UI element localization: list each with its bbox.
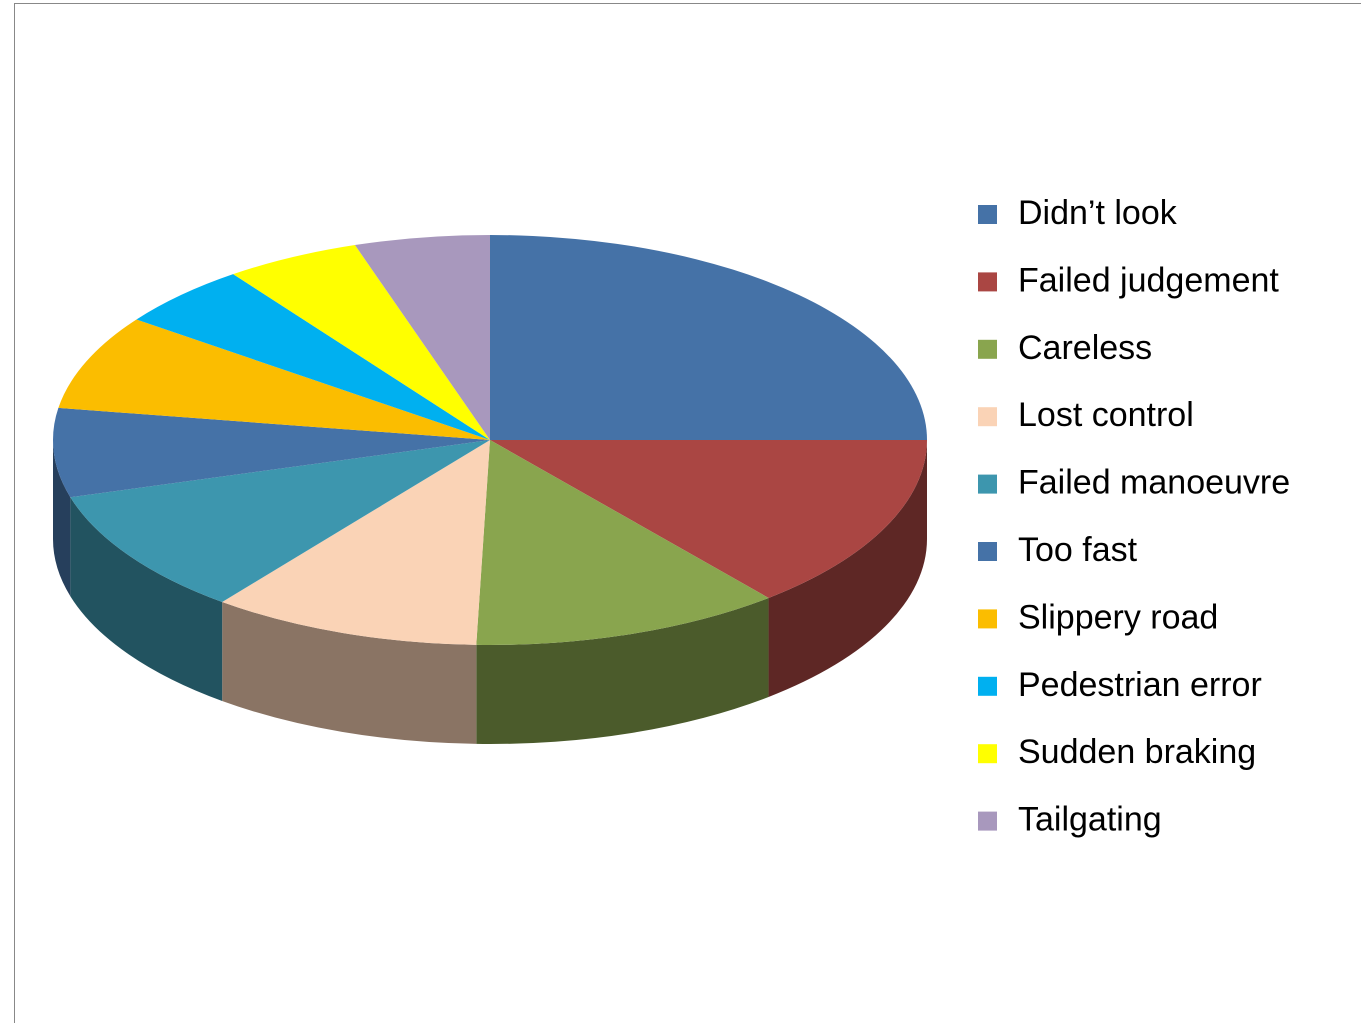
slice bbox=[354, 235, 490, 440]
slice bbox=[58, 319, 491, 440]
slice bbox=[233, 245, 490, 440]
slice-side bbox=[222, 601, 477, 744]
legend-swatch bbox=[978, 339, 997, 359]
legend-swatch bbox=[978, 474, 997, 494]
slice bbox=[53, 407, 490, 498]
legend-label: Pedestrian error bbox=[1018, 666, 1262, 704]
legend-swatch bbox=[978, 609, 997, 629]
legend-swatch bbox=[978, 407, 997, 427]
slice bbox=[490, 440, 927, 598]
legend-label: Slippery road bbox=[1018, 598, 1218, 636]
slice-side bbox=[476, 597, 769, 744]
legend-label: Too fast bbox=[1018, 531, 1138, 569]
legend-label: Failed judgement bbox=[1018, 261, 1279, 299]
slice bbox=[490, 235, 927, 440]
slice bbox=[476, 440, 769, 645]
slice bbox=[222, 440, 491, 645]
legend-label: Careless bbox=[1018, 329, 1152, 367]
slice-side bbox=[53, 440, 71, 597]
legend-label: Didn’t look bbox=[1018, 194, 1178, 232]
legend-swatch bbox=[978, 744, 997, 764]
legend-label: Tailgating bbox=[1018, 801, 1162, 839]
legend-swatch bbox=[978, 205, 997, 224]
slice-side bbox=[768, 440, 927, 697]
legend-swatch bbox=[978, 272, 997, 292]
legend-swatch bbox=[978, 542, 997, 561]
legend-swatch bbox=[978, 676, 997, 696]
legend-label: Failed manoeuvre bbox=[1018, 464, 1290, 502]
legend-label: Lost control bbox=[1018, 396, 1194, 434]
legend-swatch bbox=[978, 811, 997, 831]
slice bbox=[70, 440, 491, 602]
slice-side bbox=[70, 497, 223, 701]
slice bbox=[136, 274, 490, 440]
legend-label: Sudden braking bbox=[1018, 733, 1256, 771]
